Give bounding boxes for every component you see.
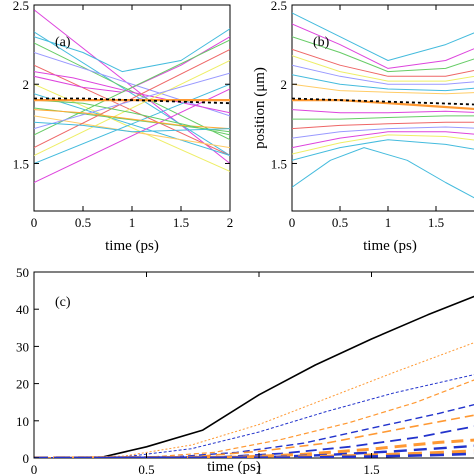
panel-c-ytick-label: 50 (16, 265, 29, 280)
panel-b-series-line (292, 134, 474, 155)
panel-a-xtick-label: 1 (129, 215, 136, 230)
panel-b-label: (b) (313, 35, 330, 50)
panel-c-xtick-label: 0 (31, 462, 38, 474)
panel-a-xtick-label: 1.5 (173, 215, 189, 230)
panel-b-ytick-label: 2 (281, 77, 288, 92)
panel-b-series-line (292, 139, 474, 161)
panel-c-ytick-label: 10 (16, 414, 29, 429)
panel-a-xtick-label: 0.5 (75, 215, 91, 230)
panel-b-xlabel: time (ps) (363, 238, 417, 254)
panel-c-series-line (34, 342, 474, 458)
panel-c-series-line (34, 295, 474, 458)
panel-a-series-line (34, 71, 230, 114)
panel-b-series-line (292, 48, 474, 77)
panel-b-series-line (292, 83, 474, 95)
panel-a-label: (a) (55, 35, 71, 50)
panel-a-series-line (34, 93, 230, 156)
panel-c-xtick-label: 1 (256, 462, 263, 474)
panel-a-series (34, 9, 230, 183)
panel-c-label: (c) (55, 295, 71, 310)
panel-b-ytick-label: 1.5 (271, 156, 287, 171)
panel-b-series-line (292, 147, 474, 199)
panel-c-series-line (34, 403, 474, 458)
panel-a-xtick-label: 0 (31, 215, 38, 230)
panel-a-series-line (34, 31, 230, 156)
panel-a-series-line (34, 52, 230, 117)
panel-b-series-line (292, 121, 474, 130)
panel-a-series-line (34, 48, 230, 149)
panel-b-xtick-label: 0 (289, 215, 296, 230)
panel-b-ticks: 00.511.521.522.5 (271, 0, 444, 230)
panel-c-xtick-label: 1.5 (363, 462, 379, 474)
panel-a-series-line (34, 121, 230, 133)
panel-c-frame (33, 271, 474, 459)
panel-a-ticks: 0 0.5 1 1.5 2 1.5 2 2.5 (13, 0, 234, 230)
panel-c-ticks: 0 0.5 1 1.5 0 10 20 30 40 50 (16, 265, 380, 474)
panel-a-series-line (34, 60, 230, 156)
panel-b-series-line (292, 97, 474, 106)
panel-a-series-line (34, 64, 230, 156)
panel-a-series-line (34, 9, 230, 164)
panel-c-series (34, 295, 474, 458)
panel-c-xlabel: time (ps) (207, 459, 261, 474)
panel-b-series-line (292, 12, 474, 61)
panel-c-ytick-label: 40 (16, 302, 29, 317)
panel-a-series-line (34, 109, 230, 130)
panel-a-series-line (34, 88, 230, 183)
panel-b-series-line (292, 131, 474, 149)
panel-c-series-line (34, 425, 474, 458)
panel-b-series-line (292, 55, 474, 82)
panel-c-ytick-label: 30 (16, 339, 29, 354)
panel-a-xtick-label: 2 (227, 215, 234, 230)
panel-b-series (292, 12, 474, 199)
panel-b-xtick-label: 1.5 (428, 215, 444, 230)
panel-b-series-line (292, 64, 474, 85)
panel-b-series-line (292, 23, 474, 69)
panel-a: 0 0.5 1 1.5 2 1.5 2 2.5 (a) time (ps) (13, 0, 234, 254)
panel-a-series-line (34, 42, 230, 141)
panel-a-xlabel: time (ps) (105, 238, 159, 254)
panel-a-ytick-label: 2 (23, 77, 30, 92)
panel-b-xtick-label: 1 (385, 215, 392, 230)
panel-b-ytick-label: 2.5 (271, 0, 287, 13)
panel-a-series-line (34, 83, 230, 164)
panel-c-ytick-label: 0 (23, 451, 30, 466)
panel-b-series-line (292, 115, 474, 120)
panel-b-series-line (292, 109, 474, 114)
panel-b-series-line (292, 74, 474, 92)
panel-a-series-line (34, 28, 230, 73)
panel-b: 00.511.521.522.5 (b) time (ps) position … (252, 0, 474, 254)
panel-c-series-line (34, 379, 474, 458)
panel-c-xtick-label: 0.5 (138, 462, 154, 474)
panel-a-series-line (34, 99, 230, 136)
panel-b-series-line (292, 126, 474, 139)
panel-c: 0 0.5 1 1.5 0 10 20 30 40 50 (c) time (ps) (16, 265, 474, 474)
panel-b-series-line (292, 36, 474, 73)
panel-a-ytick-label: 1.5 (13, 156, 29, 171)
panel-a-ytick-label: 2.5 (13, 0, 29, 13)
panel-b-ylabel: position (μm) (252, 67, 268, 149)
panel-a-series-line (34, 97, 230, 105)
panel-c-ytick-label: 20 (16, 377, 29, 392)
panel-b-xtick-label: 0.5 (332, 215, 348, 230)
